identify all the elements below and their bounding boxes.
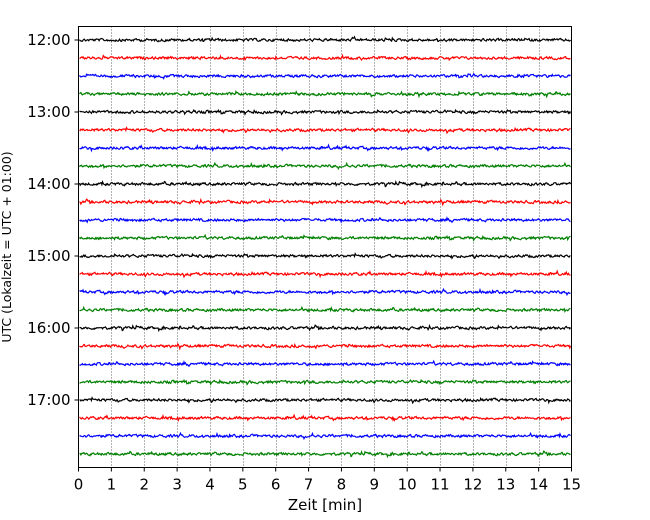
trace-line (79, 378, 571, 386)
x-tick-label: 8 (337, 476, 347, 494)
x-tick-label: 6 (271, 476, 281, 494)
x-tick-label: 13 (496, 476, 515, 494)
y-tick-label: 14:00 (27, 175, 70, 193)
trace-line (79, 53, 571, 62)
y-tick-label: 13:00 (27, 103, 70, 121)
y-tick-label: 16:00 (27, 319, 70, 337)
trace-line (79, 216, 571, 224)
trace-line (79, 143, 571, 153)
x-tick-label: 15 (562, 476, 581, 494)
x-tick-label: 5 (238, 476, 248, 494)
x-tick-label: 11 (430, 476, 449, 494)
y-axis: 12:00 13:00 14:00 15:00 16:00 17:00 (27, 31, 79, 409)
x-tick-label: 2 (139, 476, 149, 494)
trace-line (78, 35, 571, 43)
trace-line (79, 269, 571, 279)
trace-line (78, 233, 571, 242)
trace-line (79, 396, 571, 405)
x-tick-label: 12 (463, 476, 482, 494)
x-tick-label: 14 (529, 476, 548, 494)
x-tick-label: 0 (74, 476, 84, 494)
x-tick-label: 1 (107, 476, 117, 494)
trace-line (79, 305, 571, 313)
trace-line (79, 323, 572, 333)
trace-line (79, 126, 571, 135)
trace-line (79, 342, 572, 351)
trace-line (78, 161, 571, 171)
trace-line (79, 359, 571, 368)
x-tick-label: 9 (370, 476, 380, 494)
x-tick-label: 3 (172, 476, 182, 494)
trace-line (79, 108, 572, 116)
trace-line (79, 413, 571, 423)
trace-line (79, 431, 571, 441)
trace-line (78, 179, 572, 189)
trace-line (79, 89, 571, 99)
x-tick-label: 10 (398, 476, 417, 494)
y-axis-label: UTC (Lokalzeit = UTC + 01:00) (0, 151, 14, 342)
trace-line (79, 197, 571, 207)
trace-line (79, 287, 571, 297)
y-tick-label: 17:00 (27, 391, 70, 409)
x-axis-label: Zeit [min] (288, 496, 362, 514)
x-axis: 0 1 2 3 4 5 6 7 8 9 10 11 12 13 14 15 (74, 467, 581, 494)
y-tick-label: 15:00 (27, 247, 70, 265)
seismic-traces (78, 35, 572, 459)
trace-line (79, 72, 571, 80)
plot-frame (78, 26, 572, 468)
x-tick-label: 7 (304, 476, 314, 494)
trace-line (79, 449, 571, 459)
y-tick-label: 12:00 (27, 31, 70, 49)
trace-line (79, 252, 571, 260)
x-tick-label: 4 (205, 476, 215, 494)
